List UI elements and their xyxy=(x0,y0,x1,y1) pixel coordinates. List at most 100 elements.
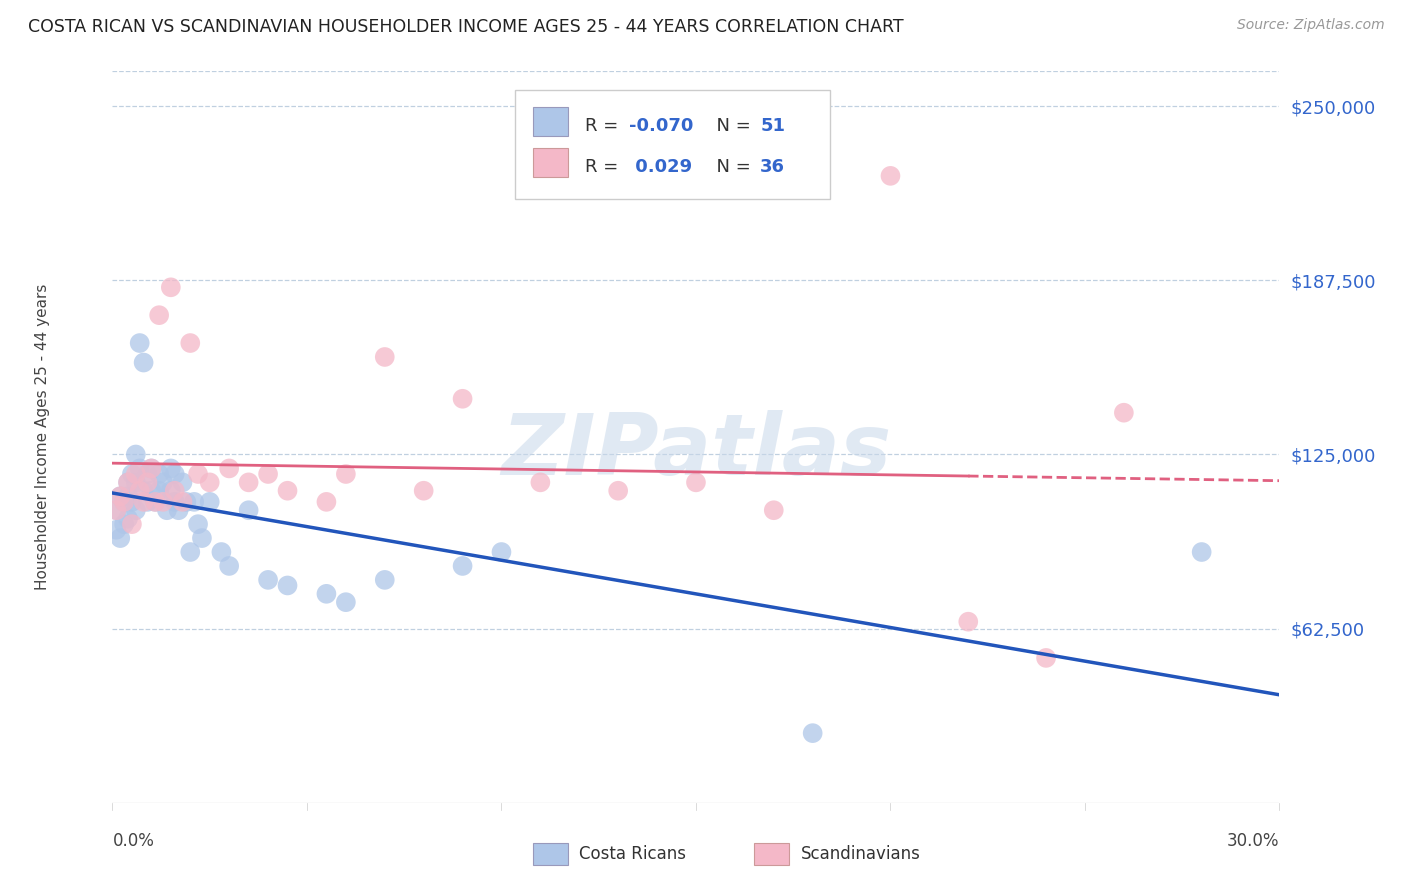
Point xyxy=(152,495,174,509)
Point xyxy=(176,495,198,509)
Point xyxy=(179,336,201,351)
Point xyxy=(105,503,128,517)
Point xyxy=(451,558,474,573)
Point xyxy=(132,483,155,498)
Point xyxy=(183,495,205,509)
Point xyxy=(141,461,163,475)
Point xyxy=(163,495,186,509)
Text: N =: N = xyxy=(706,158,756,176)
Point xyxy=(238,503,260,517)
Text: R =: R = xyxy=(585,158,624,176)
Point xyxy=(167,503,190,517)
Point xyxy=(128,483,150,498)
FancyBboxPatch shape xyxy=(754,843,789,865)
Point xyxy=(105,503,128,517)
Point xyxy=(128,461,150,475)
Point xyxy=(141,483,163,498)
Point xyxy=(112,495,135,509)
Point xyxy=(117,475,139,490)
Point xyxy=(148,483,170,498)
Point xyxy=(110,489,132,503)
Point xyxy=(117,475,139,490)
Point xyxy=(374,573,396,587)
Point xyxy=(335,467,357,481)
Point xyxy=(335,595,357,609)
Point xyxy=(132,355,155,369)
Point xyxy=(152,475,174,490)
Point xyxy=(257,573,280,587)
Point xyxy=(160,280,183,294)
Point xyxy=(121,467,143,481)
Point xyxy=(163,483,186,498)
Text: -0.070: -0.070 xyxy=(630,117,693,135)
Point xyxy=(607,483,630,498)
Point xyxy=(163,467,186,481)
Point xyxy=(125,467,148,481)
Point xyxy=(218,461,240,475)
Point xyxy=(136,467,159,481)
Point xyxy=(136,495,159,509)
Text: Costa Ricans: Costa Ricans xyxy=(579,845,686,863)
FancyBboxPatch shape xyxy=(533,148,568,177)
FancyBboxPatch shape xyxy=(533,843,568,865)
Point xyxy=(172,495,194,509)
Point xyxy=(529,475,551,490)
Point xyxy=(121,517,143,532)
Text: Householder Income Ages 25 - 44 years: Householder Income Ages 25 - 44 years xyxy=(35,284,51,591)
Point xyxy=(110,531,132,545)
Point xyxy=(218,558,240,573)
Point xyxy=(160,461,183,475)
Point xyxy=(257,467,280,481)
Text: 30.0%: 30.0% xyxy=(1227,832,1279,850)
Point xyxy=(117,489,139,503)
Text: ZIPatlas: ZIPatlas xyxy=(501,410,891,493)
Point xyxy=(156,503,179,517)
Point xyxy=(121,495,143,509)
Text: COSTA RICAN VS SCANDINAVIAN HOUSEHOLDER INCOME AGES 25 - 44 YEARS CORRELATION CH: COSTA RICAN VS SCANDINAVIAN HOUSEHOLDER … xyxy=(28,18,904,36)
Point xyxy=(801,726,824,740)
Point xyxy=(198,475,221,490)
Point xyxy=(143,495,166,509)
Point xyxy=(187,467,209,481)
Text: 0.029: 0.029 xyxy=(630,158,693,176)
Point xyxy=(141,461,163,475)
Point xyxy=(110,489,132,503)
Point xyxy=(125,448,148,462)
Point xyxy=(491,545,513,559)
Point xyxy=(172,475,194,490)
Point xyxy=(957,615,980,629)
Point xyxy=(128,336,150,351)
Point xyxy=(315,587,337,601)
Point xyxy=(1112,406,1135,420)
Point xyxy=(762,503,785,517)
Point xyxy=(143,495,166,509)
Text: 36: 36 xyxy=(761,158,785,176)
FancyBboxPatch shape xyxy=(533,107,568,136)
Point xyxy=(191,531,214,545)
Point xyxy=(112,517,135,532)
Text: N =: N = xyxy=(706,117,756,135)
Point xyxy=(136,475,159,490)
Point xyxy=(132,495,155,509)
Point xyxy=(187,517,209,532)
Point xyxy=(198,495,221,509)
Point xyxy=(160,483,183,498)
Point xyxy=(112,495,135,509)
Point xyxy=(105,523,128,537)
Point xyxy=(412,483,434,498)
Point xyxy=(315,495,337,509)
Point xyxy=(374,350,396,364)
Point xyxy=(209,545,232,559)
Text: 0.0%: 0.0% xyxy=(112,832,155,850)
Text: Source: ZipAtlas.com: Source: ZipAtlas.com xyxy=(1237,18,1385,32)
Text: Scandinavians: Scandinavians xyxy=(801,845,921,863)
Point xyxy=(879,169,901,183)
Point xyxy=(685,475,707,490)
Point xyxy=(1191,545,1213,559)
Text: 51: 51 xyxy=(761,117,785,135)
Point xyxy=(238,475,260,490)
Point xyxy=(276,483,298,498)
Point xyxy=(125,503,148,517)
Point xyxy=(276,578,298,592)
Point xyxy=(148,467,170,481)
